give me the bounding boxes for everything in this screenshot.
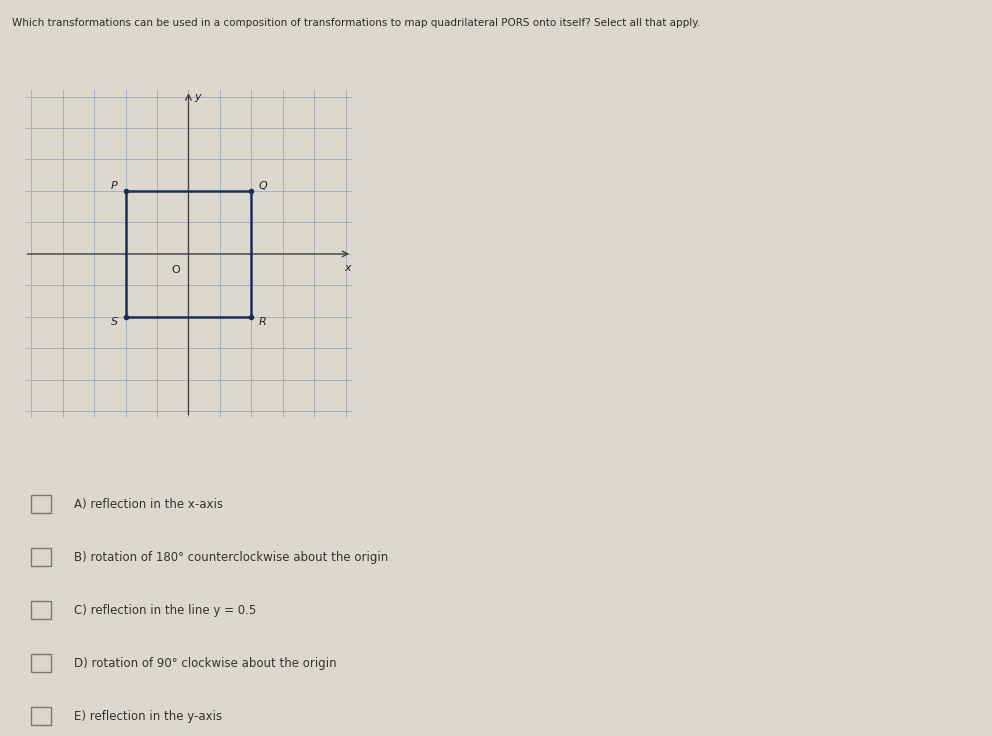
- Text: Which transformations can be used in a composition of transformations to map qua: Which transformations can be used in a c…: [12, 18, 700, 29]
- Text: y: y: [194, 91, 201, 102]
- Text: O: O: [172, 265, 181, 275]
- Text: D) rotation of 90° clockwise about the origin: D) rotation of 90° clockwise about the o…: [74, 657, 337, 670]
- Text: A) reflection in the x-axis: A) reflection in the x-axis: [74, 498, 223, 511]
- Text: B) rotation of 180° counterclockwise about the origin: B) rotation of 180° counterclockwise abo…: [74, 551, 389, 564]
- Text: P: P: [111, 181, 118, 191]
- Text: C) reflection in the line y = 0.5: C) reflection in the line y = 0.5: [74, 604, 257, 617]
- Text: Q: Q: [258, 181, 267, 191]
- Text: S: S: [111, 316, 118, 327]
- Text: x: x: [344, 263, 351, 273]
- Text: R: R: [259, 316, 266, 327]
- Text: E) reflection in the y-axis: E) reflection in the y-axis: [74, 710, 222, 723]
